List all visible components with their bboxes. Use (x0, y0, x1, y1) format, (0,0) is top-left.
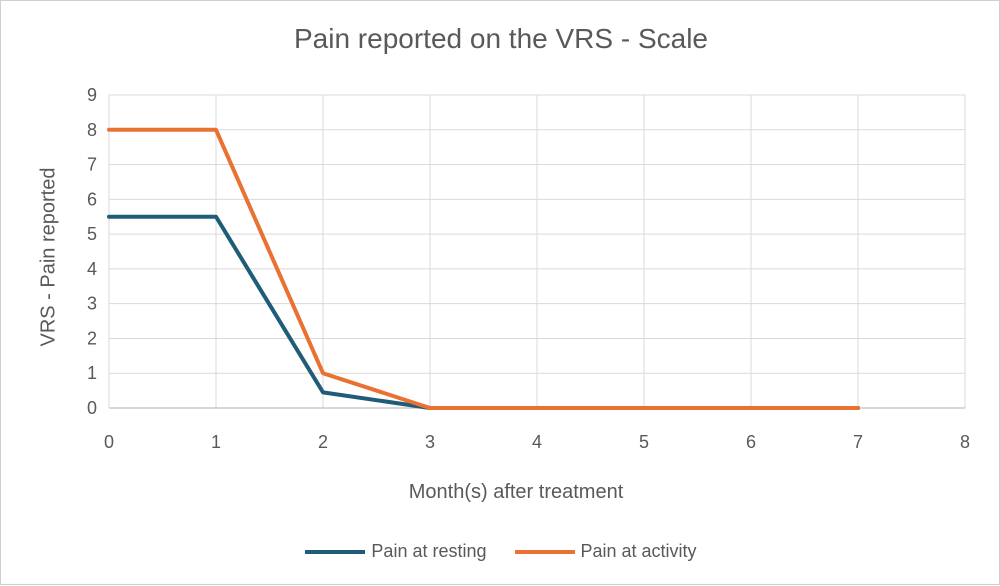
legend: Pain at resting Pain at activity (1, 541, 1000, 562)
x-tick-label: 3 (425, 432, 435, 452)
x-tick-label: 6 (746, 432, 756, 452)
x-tick-label: 1 (211, 432, 221, 452)
x-tick-label: 8 (960, 432, 970, 452)
x-tick-label: 7 (853, 432, 863, 452)
legend-item-activity: Pain at activity (514, 541, 697, 562)
y-tick-label: 4 (87, 259, 97, 279)
legend-item-resting: Pain at resting (305, 541, 487, 562)
legend-swatch-resting (305, 549, 366, 554)
x-tick-label: 2 (318, 432, 328, 452)
legend-swatch-activity (514, 549, 575, 554)
x-tick-label: 5 (639, 432, 649, 452)
x-axis-title: Month(s) after treatment (408, 481, 624, 503)
y-tick-label: 1 (87, 363, 97, 383)
series-line-resting (107, 214, 860, 410)
legend-label-activity: Pain at activity (580, 541, 697, 561)
y-tick-label: 0 (87, 398, 97, 418)
y-tick-label: 6 (87, 189, 97, 209)
x-tick-label: 4 (532, 432, 542, 452)
y-tick-label: 9 (87, 85, 97, 105)
y-tick-label: 7 (87, 155, 97, 175)
x-tick-label: 0 (104, 432, 114, 452)
series-line-activity (107, 127, 860, 410)
y-tick-label: 5 (87, 224, 97, 244)
y-tick-label: 8 (87, 120, 97, 140)
y-tick-label: 2 (87, 328, 97, 348)
y-axis-title: VRS - Pain reported (37, 167, 60, 347)
chart-title: Pain reported on the VRS - Scale (293, 23, 708, 54)
y-tick-label: 3 (87, 294, 97, 314)
legend-label-resting: Pain at resting (371, 541, 487, 561)
